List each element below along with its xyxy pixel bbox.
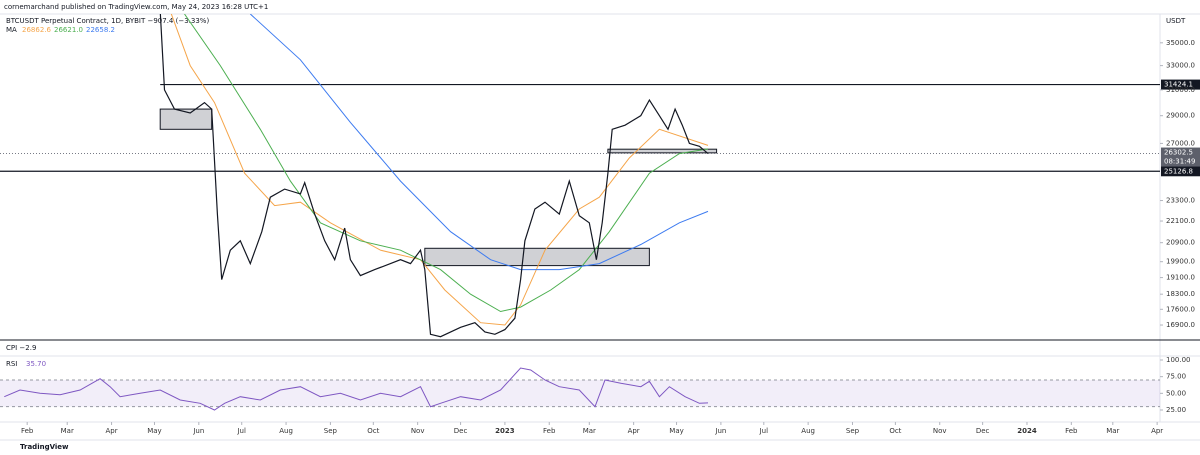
y-tick-label: 31000.0 [1166, 86, 1195, 94]
symbol: BTCUSDT Perpetual Contract, 1D, BYBIT −9… [6, 17, 209, 25]
main-pane [0, 14, 1160, 338]
currency: USDT [1166, 17, 1186, 25]
rsi-pane [0, 367, 1160, 411]
x-tick-label: Mar [583, 427, 596, 435]
x-tick-label: May [669, 427, 683, 435]
rsi-tick-label: 25.00 [1166, 406, 1186, 414]
y-tick-label: 20900.0 [1166, 239, 1195, 247]
x-tick-label: Mar [61, 427, 74, 435]
y-tick-label: 29000.0 [1166, 112, 1195, 120]
footer[interactable]: TradingView [20, 443, 69, 451]
y-tick-label: 16900.0 [1166, 321, 1195, 329]
y-tick-label: 35000.0 [1166, 39, 1195, 47]
x-tick-label: Aug [801, 427, 815, 435]
x-tick-label: Oct [889, 427, 901, 435]
x-tick-label: Mar [1106, 427, 1119, 435]
last-price-tag [1161, 147, 1200, 167]
ma-line [184, 14, 709, 313]
x-tick-label: Nov [933, 427, 947, 435]
rsi-line [4, 367, 709, 411]
ma-line [249, 14, 709, 271]
y-tick-label: 17600.0 [1166, 305, 1195, 313]
x-tick-label: Dec [976, 427, 990, 435]
x-tick-label: Aug [279, 427, 293, 435]
cpi: CPI −2.9 [6, 344, 36, 352]
rsi-band [0, 380, 1160, 407]
x-tick-label: Apr [1151, 427, 1163, 435]
level-label: 31424.1 [1164, 81, 1193, 89]
rsi-tick-label: 50.00 [1166, 389, 1186, 397]
zone [607, 148, 718, 154]
x-tick-label: Jul [236, 427, 246, 435]
x-tick-label: Sep [324, 427, 338, 435]
x-tick-label: Feb [543, 427, 556, 435]
y-tick-label: 19100.0 [1166, 274, 1195, 282]
x-tick-label: 2023 [495, 427, 515, 435]
level-label: 25126.8 [1164, 167, 1193, 175]
y-tick-label: 27000.0 [1166, 139, 1195, 147]
countdown: 08:31:49 [1164, 158, 1195, 166]
legend-value: 26621.0 [54, 26, 83, 34]
ma-label: MA [6, 26, 17, 34]
y-tick-label: 18300.0 [1166, 290, 1195, 298]
rsi-value: 35.70 [26, 360, 46, 368]
x-tick-label: 2024 [1017, 427, 1037, 435]
x-tick-label: Oct [367, 427, 379, 435]
axes: 31424.1 25126.8 26302.508:31:49 35000.0 3300… [21, 39, 1200, 435]
x-tick-label: Dec [454, 427, 468, 435]
rsi-label: RSI [6, 360, 17, 368]
y-tick-label: 22100.0 [1166, 217, 1195, 225]
x-tick-label: Jun [192, 427, 204, 435]
ma-line [170, 14, 709, 326]
level-tag [1161, 79, 1200, 90]
y-tick-label: 33000.0 [1166, 62, 1195, 70]
rsi-tick-label: 75.00 [1166, 373, 1186, 381]
x-tick-label: May [147, 427, 161, 435]
rsi-tick-label: 100.00 [1166, 356, 1191, 364]
x-tick-label: Feb [21, 427, 34, 435]
y-tick-label: 19900.0 [1166, 258, 1195, 266]
zone [424, 247, 650, 267]
x-tick-label: Apr [106, 427, 118, 435]
x-tick-label: Apr [628, 427, 640, 435]
x-tick-label: Nov [411, 427, 425, 435]
x-tick-label: Jul [759, 427, 769, 435]
x-tick-label: Jun [714, 427, 726, 435]
x-tick-label: Sep [846, 427, 860, 435]
level-tag [1161, 166, 1200, 177]
x-tick-label: Feb [1065, 427, 1078, 435]
publisher: cornemarchand published on TradingView.c… [4, 3, 268, 11]
legend-value: 26862.6 [22, 26, 51, 34]
legend-value: 22658.2 [86, 26, 115, 34]
last-price-label: 26302.5 [1164, 149, 1193, 157]
price-line [159, 14, 709, 338]
y-tick-label: 23300.0 [1166, 197, 1195, 205]
